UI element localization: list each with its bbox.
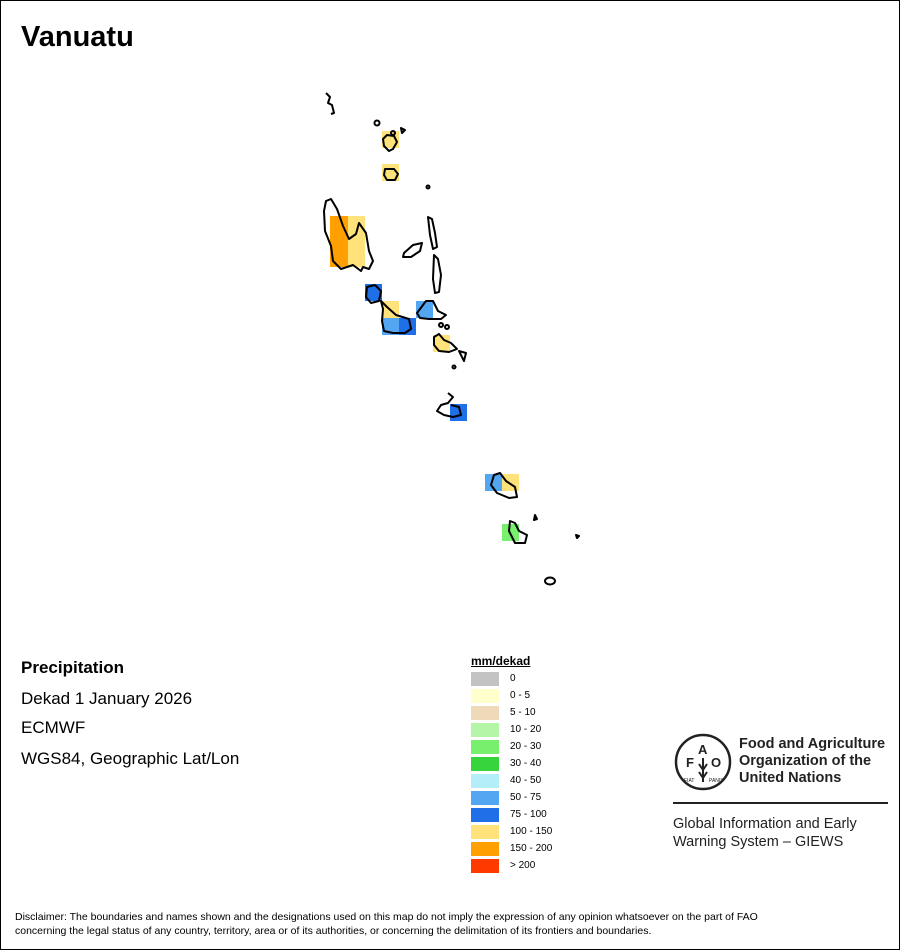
svg-text:O: O	[711, 755, 721, 770]
cell-75-100	[399, 318, 416, 335]
source-label: ECMWF	[21, 718, 86, 737]
legend-label: 40 - 50	[510, 775, 542, 786]
projection-label: WGS84, Geographic Lat/Lon	[21, 749, 240, 768]
fao-name-line: Food and Agriculture	[739, 736, 886, 752]
giews-line: Warning System – GIEWS	[673, 834, 844, 850]
fao-name-line: Organization of the	[739, 753, 872, 769]
fao-logo: F A O FIAT PANIS	[674, 733, 732, 791]
cell-100-150	[348, 216, 365, 267]
legend-swatch	[471, 859, 499, 873]
giews-name: Global Information and Early Warning Sys…	[673, 815, 857, 851]
giews-line: Global Information and Early	[673, 816, 857, 832]
precipitation-cells	[330, 131, 519, 541]
svg-text:F: F	[686, 755, 694, 770]
legend-label: 50 - 75	[510, 792, 542, 803]
legend-label: 0 - 5	[510, 690, 531, 701]
legend-swatch	[471, 723, 499, 737]
period-label: Dekad 1 January 2026	[21, 689, 193, 708]
disclaimer: Disclaimer: The boundaries and names sho…	[15, 910, 758, 938]
legend-swatch	[471, 706, 499, 720]
legend-label: 0	[510, 673, 516, 684]
legend-label: 20 - 30	[510, 741, 542, 752]
legend-title: mm/dekad	[471, 654, 531, 668]
cell-50-75	[416, 301, 433, 318]
legend-label: 100 - 150	[510, 826, 553, 837]
legend-label: 10 - 20	[510, 724, 542, 735]
svg-text:FIAT: FIAT	[684, 778, 694, 784]
legend-label: 5 - 10	[510, 707, 536, 718]
disclaimer-line: concerning the legal status of any count…	[15, 925, 652, 937]
legend-swatch	[471, 757, 499, 771]
legend-swatch	[471, 825, 499, 839]
legend-swatch	[471, 689, 499, 703]
fao-name: Food and Agriculture Organization of the…	[739, 736, 885, 787]
legend-label: > 200	[510, 860, 536, 871]
cell-100-150	[502, 474, 519, 491]
legend-swatch	[471, 740, 499, 754]
map-title: Vanuatu	[21, 21, 134, 53]
legend-swatch	[471, 672, 499, 686]
svg-text:PANIS: PANIS	[709, 778, 724, 784]
legend-swatch	[471, 791, 499, 805]
disclaimer-line: Disclaimer: The boundaries and names sho…	[15, 911, 758, 923]
cell-50-75	[485, 474, 502, 491]
divider	[673, 802, 888, 804]
island-outlines	[323, 92, 580, 586]
svg-text:A: A	[698, 742, 708, 757]
legend-label: 150 - 200	[510, 843, 553, 854]
legend-swatch	[471, 808, 499, 822]
legend-swatch	[471, 774, 499, 788]
legend-label: 75 - 100	[510, 809, 547, 820]
legend-label: 30 - 40	[510, 758, 542, 769]
legend-swatch	[471, 842, 499, 856]
fao-name-line: United Nations	[739, 770, 842, 786]
variable-label: Precipitation	[21, 658, 124, 677]
